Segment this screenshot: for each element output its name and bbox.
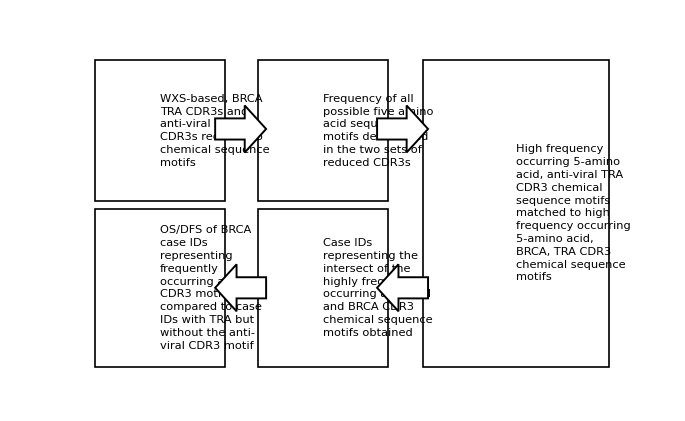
Polygon shape bbox=[215, 106, 266, 152]
Polygon shape bbox=[215, 264, 266, 311]
Text: High frequency
occurring 5-amino
acid, anti-viral TRA
CDR3 chemical
sequence mot: High frequency occurring 5-amino acid, a… bbox=[516, 144, 630, 282]
Text: Frequency of all
possible five amino
acid sequence
motifs determined
in the two : Frequency of all possible five amino aci… bbox=[323, 94, 434, 168]
Text: Case IDs
representing the
intersect of the
highly frequently
occurring anti-vira: Case IDs representing the intersect of t… bbox=[323, 238, 433, 338]
Text: OS/DFS of BRCA
case IDs
representing
frequently
occurring anti-viral
CDR3 motifs: OS/DFS of BRCA case IDs representing fre… bbox=[160, 225, 269, 351]
Text: WXS-based, BRCA
TRA CDR3s and
anti-viral TRA
CDR3s reduced to
chemical sequence
: WXS-based, BRCA TRA CDR3s and anti-viral… bbox=[160, 94, 270, 168]
Polygon shape bbox=[377, 106, 428, 152]
FancyBboxPatch shape bbox=[258, 209, 388, 367]
FancyBboxPatch shape bbox=[423, 60, 608, 367]
FancyBboxPatch shape bbox=[95, 60, 225, 201]
FancyBboxPatch shape bbox=[258, 60, 388, 201]
FancyBboxPatch shape bbox=[95, 209, 225, 367]
Polygon shape bbox=[377, 264, 428, 311]
